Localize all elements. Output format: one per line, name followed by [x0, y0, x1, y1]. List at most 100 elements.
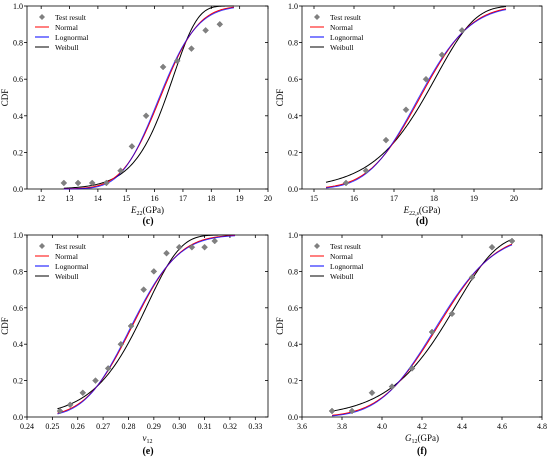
y-tick-label: 0.8: [288, 267, 298, 276]
legend-label: Weibull: [330, 43, 354, 52]
test-result-point: [422, 75, 430, 83]
panel-label: (e): [142, 446, 153, 457]
x-tick-label: 20: [510, 194, 518, 203]
y-tick-label: 0.0: [288, 185, 298, 194]
x-axis-label: G12(GPa): [405, 433, 439, 445]
legend-marker: [314, 14, 320, 20]
normal-curve: [325, 8, 507, 188]
legend-label: Test result: [330, 13, 362, 22]
weibull-curve: [63, 5, 234, 189]
weibull-curve: [325, 6, 507, 183]
legend-lognormal: Lognormal: [310, 33, 363, 42]
x-tick-label: 14: [94, 194, 102, 203]
test-result-point: [79, 389, 87, 397]
x-tick-label: 0.30: [172, 422, 186, 431]
legend-label: Normal: [55, 252, 78, 261]
x-tick-label: 0.25: [45, 422, 59, 431]
x-tick-label: 0.26: [71, 422, 85, 431]
test-result-point: [60, 179, 68, 187]
legend-normal: Normal: [310, 252, 353, 261]
test-result-point: [211, 237, 219, 245]
y-tick-label: 0.0: [13, 185, 23, 194]
test-result-point: [103, 179, 110, 187]
legend-label: Test result: [55, 242, 87, 251]
x-tick-label: 20: [264, 194, 272, 203]
test-result-point: [74, 179, 82, 187]
test-result-point: [140, 286, 147, 293]
legend-test-result: Test result: [39, 242, 87, 251]
test-result-point: [163, 249, 170, 257]
test-result-point: [382, 136, 390, 144]
test-result-point: [142, 112, 150, 120]
x-axis-label: E22(GPa): [130, 205, 164, 217]
legend-label: Test result: [330, 242, 362, 251]
legend-label: Lognormal: [55, 262, 88, 271]
legend-label: Normal: [330, 23, 353, 32]
y-tick-label: 0.4: [13, 340, 23, 349]
legend-test-result: Test result: [39, 13, 87, 22]
y-tick-label: 0.6: [288, 75, 298, 84]
y-tick-label: 0.4: [288, 340, 298, 349]
test-result-point: [438, 51, 446, 59]
legend-label: Weibull: [55, 272, 79, 281]
test-result-point: [328, 407, 336, 415]
test-result-point: [117, 340, 125, 348]
x-tick-label: 0.28: [121, 422, 135, 431]
test-result-point: [117, 167, 124, 174]
test-result-point: [388, 383, 396, 390]
legend-label: Normal: [330, 252, 353, 261]
legend-normal: Normal: [310, 23, 353, 32]
y-tick-label: 0.4: [13, 112, 23, 121]
x-axis-label: v12: [143, 433, 153, 445]
x-tick-label: 4.4: [457, 422, 467, 431]
test-result-point: [173, 57, 181, 65]
y-tick-label: 1.0: [288, 2, 298, 11]
y-tick-label: 0.6: [13, 304, 23, 313]
test-result-point: [508, 237, 516, 245]
test-result-point: [408, 365, 416, 372]
legend-label: Weibull: [330, 272, 354, 281]
lognormal-curve: [63, 7, 235, 190]
test-result-point: [368, 389, 376, 397]
legend-test-result: Test result: [314, 242, 362, 251]
test-result-point: [128, 143, 136, 150]
legend-weibull: Weibull: [310, 43, 354, 52]
test-result-point: [188, 243, 196, 251]
y-tick-label: 1.0: [288, 231, 298, 240]
x-tick-label: 13: [66, 194, 74, 203]
test-result-point: [150, 268, 158, 275]
lognormal-curve: [57, 235, 236, 415]
plot-frame: [301, 5, 543, 190]
test-result-point: [127, 322, 135, 330]
y-tick-label: 0.8: [13, 267, 23, 276]
x-tick-label: 18: [430, 194, 438, 203]
x-tick-label: 17: [179, 194, 187, 203]
chart-panel: 12 13 14 15 16 17 18 19 20 0.0 0.2 0.4 0.6 0.8 1.0 CDF E…: [0, 2, 272, 227]
test-result-point: [428, 328, 436, 336]
test-result-point: [402, 106, 410, 114]
y-tick-label: 0.8: [288, 39, 298, 48]
y-axis-label: CDF: [275, 317, 285, 335]
x-axis-label: E22,s(GPa): [403, 205, 441, 217]
x-tick-label: 17: [390, 194, 398, 203]
legend-test-result: Test result: [314, 13, 362, 22]
test-result-point: [56, 407, 64, 415]
test-result-point: [216, 21, 224, 28]
panel-label: (c): [142, 216, 153, 227]
test-result-point: [88, 179, 96, 187]
legend-label: Lognormal: [330, 33, 363, 42]
test-result-point: [488, 243, 496, 251]
legend-marker: [39, 243, 45, 249]
x-tick-label: 3.6: [297, 422, 307, 431]
x-tick-label: 4.2: [417, 422, 427, 431]
legend-label: Lognormal: [55, 33, 88, 42]
x-tick-label: 4.6: [497, 422, 507, 431]
panel-label: (f): [417, 446, 427, 457]
y-tick-label: 0.0: [288, 413, 298, 422]
x-tick-label: 19: [236, 194, 244, 203]
plot-frame: [26, 234, 269, 418]
x-tick-label: 16: [151, 194, 159, 203]
